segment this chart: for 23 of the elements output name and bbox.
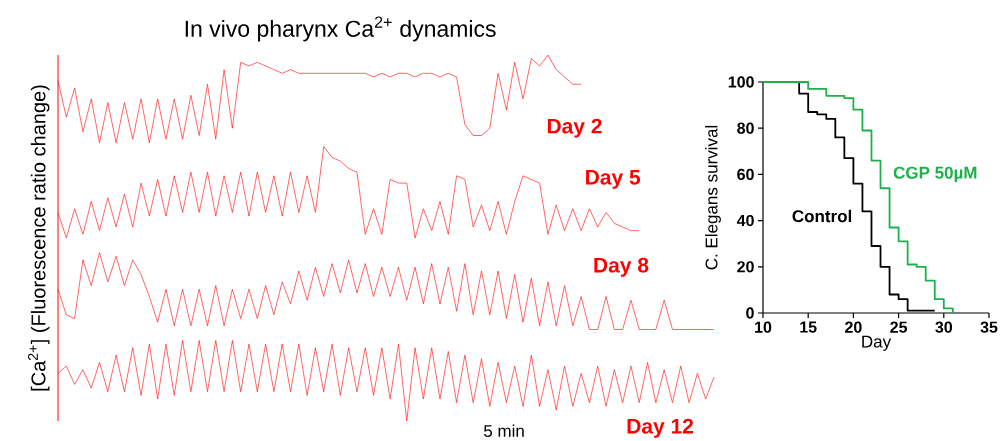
y-tick-label: 80 xyxy=(737,122,754,134)
series-label: Day 5 xyxy=(586,170,641,189)
y-tick-label: 20 xyxy=(737,261,754,273)
series-label: Day 8 xyxy=(594,257,649,277)
series-label: Day 12 xyxy=(627,418,694,438)
y-axis-title: [Ca$^{2+}$] (Fluorescence ratio change) xyxy=(28,85,50,391)
y-tick-label: 60 xyxy=(737,168,754,181)
x-tick-label: 15 xyxy=(800,321,817,333)
x-tick-label: 35 xyxy=(980,321,998,333)
x-tick-label: 20 xyxy=(845,321,862,333)
text: 5 min xyxy=(483,424,524,438)
y-axis-title: C. Elegans survival xyxy=(705,125,721,270)
y-tick-label: 40 xyxy=(736,214,754,227)
series-label: Control xyxy=(792,209,852,223)
series-label: Day 2 xyxy=(547,118,602,138)
chart-title: In vivo pharynx Ca$^{2+}$ dynamics xyxy=(185,16,496,42)
series-label: CGP 50µM xyxy=(893,166,977,183)
x-axis-title: Day xyxy=(862,335,892,351)
x-tick-label: 30 xyxy=(935,321,953,333)
y-tick-label: 100 xyxy=(728,76,754,88)
y-tick-label: 0 xyxy=(746,307,754,319)
x-tick-label: 10 xyxy=(755,321,772,333)
x-tick-label: 25 xyxy=(890,321,908,333)
